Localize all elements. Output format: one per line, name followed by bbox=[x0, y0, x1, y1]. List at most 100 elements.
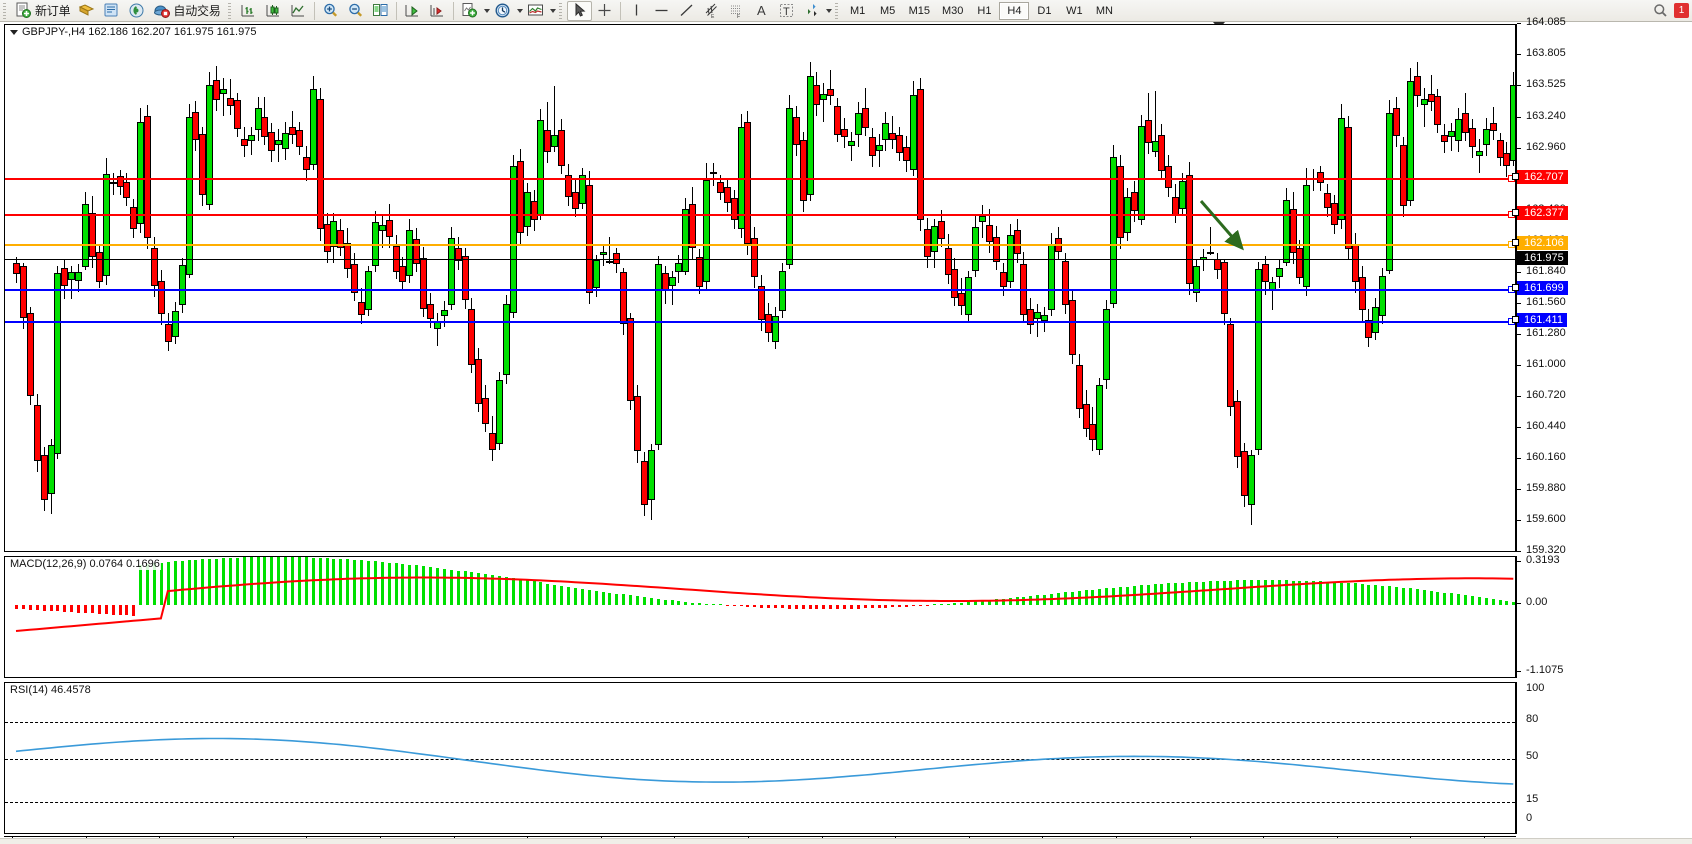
shapes-arrows-button[interactable] bbox=[799, 1, 824, 21]
price-tag-resistance-2[interactable]: 162.707 bbox=[1512, 169, 1568, 184]
timeframes-button[interactable] bbox=[490, 1, 515, 21]
add-indicator-caret-icon[interactable] bbox=[483, 8, 490, 13]
bar-chart-icon bbox=[241, 5, 254, 17]
timeframe-d1[interactable]: D1 bbox=[1037, 4, 1052, 17]
macd-bar bbox=[49, 605, 53, 611]
zoom-in-button[interactable] bbox=[318, 1, 343, 21]
macd-bar bbox=[166, 561, 170, 605]
macd-bar bbox=[325, 558, 329, 605]
macd-bar bbox=[1291, 580, 1295, 605]
price-tag-support-2[interactable]: 161.411 bbox=[1512, 313, 1567, 328]
templates-caret-icon[interactable] bbox=[549, 8, 556, 13]
horizontal-line-button[interactable] bbox=[649, 1, 674, 21]
macd-bar bbox=[1415, 589, 1419, 605]
macd-bar bbox=[636, 596, 639, 605]
line-chart-button[interactable] bbox=[286, 1, 311, 21]
macd-bar bbox=[877, 605, 881, 608]
auto-scroll-button[interactable] bbox=[400, 1, 425, 21]
text-object-button[interactable]: T bbox=[774, 1, 799, 21]
timeframe-h4[interactable]: H4 bbox=[999, 1, 1030, 20]
search-icon[interactable] bbox=[1652, 2, 1669, 19]
price-tag-resistance-1[interactable]: 162.377 bbox=[1512, 206, 1568, 221]
text-label-button[interactable]: A bbox=[749, 1, 774, 21]
macd-bar bbox=[415, 565, 419, 605]
macd-bar bbox=[456, 570, 460, 605]
macd-bar bbox=[725, 605, 729, 606]
macd-bar bbox=[594, 590, 598, 605]
macd-bar bbox=[360, 560, 363, 605]
macd-bar bbox=[477, 573, 481, 605]
autotrading-button[interactable]: 自动交易 bbox=[149, 1, 224, 21]
timeframe-mn[interactable]: MN bbox=[1095, 4, 1113, 17]
macd-bar bbox=[1422, 589, 1426, 605]
timeframe-m5[interactable]: M5 bbox=[879, 4, 896, 17]
new-order-button[interactable]: 新订单 bbox=[11, 1, 74, 21]
macd-bar bbox=[1008, 598, 1012, 605]
price-pane[interactable]: GBPJPY-,H4 162.186 162.207 161.975 161.9… bbox=[4, 24, 1516, 552]
chart-menu-caret-icon[interactable] bbox=[10, 29, 18, 35]
macd-bar bbox=[1277, 580, 1281, 605]
chart-area[interactable]: GBPJPY-,H4 162.186 162.207 161.975 161.9… bbox=[0, 16, 1692, 844]
metaeditor-button[interactable] bbox=[124, 1, 149, 21]
crosshair-button[interactable] bbox=[592, 1, 617, 21]
timeframes-caret-icon[interactable] bbox=[516, 8, 523, 13]
trendline-button[interactable] bbox=[674, 1, 699, 21]
equidistant-channel-button[interactable]: E bbox=[699, 1, 724, 21]
rsi-axis: 100 80 50 15 0 bbox=[1516, 682, 1692, 834]
timeframe-w1[interactable]: W1 bbox=[1066, 4, 1083, 17]
toolbar-grip-3[interactable] bbox=[557, 2, 565, 19]
toolbar-grip-4[interactable] bbox=[833, 2, 841, 19]
cursor-button[interactable] bbox=[566, 0, 592, 21]
macd-bar bbox=[994, 599, 998, 605]
toolbar-grip-2[interactable] bbox=[226, 2, 234, 19]
timeframe-m15[interactable]: M15 bbox=[908, 4, 931, 17]
macd-bar bbox=[242, 557, 246, 605]
price-tag-pivot[interactable]: 162.106 bbox=[1512, 236, 1568, 251]
templates-button[interactable] bbox=[523, 1, 548, 21]
timeframe-m30[interactable]: M30 bbox=[942, 4, 964, 17]
macd-bar bbox=[187, 560, 191, 605]
price-tag-knob bbox=[1512, 284, 1519, 292]
chart-tile-button[interactable] bbox=[368, 1, 393, 21]
macd-bar bbox=[435, 567, 439, 605]
shapes-caret-icon[interactable] bbox=[825, 8, 832, 13]
macd-bar bbox=[1512, 602, 1515, 605]
chart-shift-button[interactable] bbox=[425, 1, 450, 21]
macd-bar bbox=[787, 605, 791, 609]
rsi-pane[interactable]: RSI(14) 46.4578 bbox=[4, 682, 1516, 834]
macd-bar bbox=[1436, 591, 1440, 605]
vertical-line-button[interactable] bbox=[624, 1, 649, 21]
price-tag-support-1[interactable]: 161.699 bbox=[1512, 281, 1568, 296]
macd-bar bbox=[318, 557, 322, 605]
price-axis[interactable]: 164.085163.805163.525163.240162.960162.6… bbox=[1512, 16, 1692, 556]
macd-bar bbox=[1457, 594, 1461, 605]
timeframe-m1[interactable]: M1 bbox=[849, 4, 866, 17]
app-badge[interactable]: 1 bbox=[1674, 3, 1689, 18]
add-indicator-icon bbox=[462, 3, 477, 18]
candlestick-chart-button[interactable] bbox=[261, 1, 286, 21]
bar-chart-button[interactable] bbox=[236, 1, 261, 21]
rsi-level-50 bbox=[5, 759, 1515, 760]
macd-bar bbox=[967, 601, 971, 605]
zoom-out-button[interactable] bbox=[343, 1, 368, 21]
add-indicator-button[interactable] bbox=[457, 1, 482, 21]
macd-bar bbox=[491, 575, 495, 605]
text-label-icon: A bbox=[757, 3, 766, 18]
macd-bar bbox=[705, 603, 708, 605]
data-folder-button[interactable] bbox=[74, 1, 99, 21]
macd-bar bbox=[1229, 580, 1233, 605]
macd-bar bbox=[180, 560, 184, 605]
macd-bar bbox=[539, 582, 543, 605]
fibonacci-button[interactable]: F bbox=[724, 1, 749, 21]
price-tag-current-price[interactable]: 161.975 bbox=[1517, 250, 1568, 265]
terminal-button[interactable] bbox=[99, 1, 124, 21]
macd-pane[interactable]: MACD(12,26,9) 0.0764 0.1696 bbox=[4, 556, 1516, 678]
macd-bar bbox=[939, 604, 943, 605]
equidistant-channel-icon: E bbox=[705, 3, 717, 19]
macd-bar bbox=[235, 557, 239, 605]
macd-bar bbox=[153, 563, 156, 605]
macd-bar bbox=[981, 600, 984, 605]
toolbar-grip[interactable] bbox=[2, 2, 9, 19]
macd-bar bbox=[587, 589, 591, 605]
timeframe-h1[interactable]: H1 bbox=[977, 4, 992, 17]
